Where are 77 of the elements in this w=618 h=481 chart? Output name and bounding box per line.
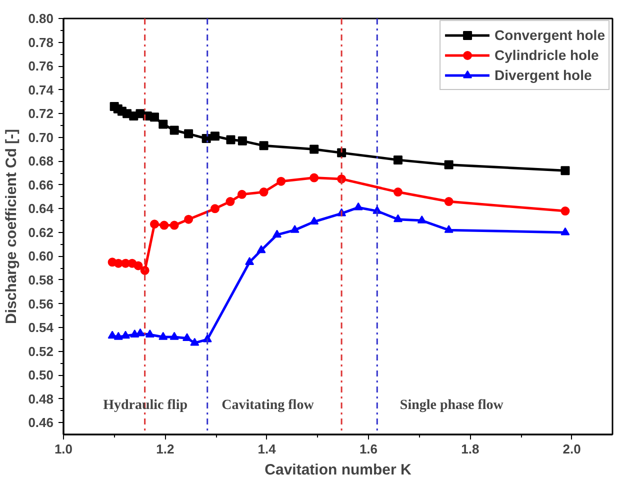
y-tick-label: 0.56 — [28, 296, 54, 312]
point — [182, 333, 192, 342]
point — [226, 135, 236, 144]
point — [237, 190, 246, 199]
annotation: Hydraulic flip — [103, 398, 188, 413]
point — [226, 197, 235, 206]
point — [134, 261, 143, 270]
point — [337, 148, 346, 158]
y-tick-label: 0.46 — [28, 415, 54, 430]
point — [160, 220, 169, 230]
annotation: Single phase flow — [400, 398, 504, 413]
point — [140, 266, 150, 275]
y-tick-label: 0.72 — [28, 106, 54, 122]
legend-label: Convergent hole — [494, 27, 605, 43]
x-tick-label: 1.8 — [461, 442, 480, 456]
y-tick-label: 0.80 — [28, 11, 54, 26]
point — [114, 332, 123, 340]
point — [170, 220, 179, 230]
point — [560, 206, 570, 216]
y-tick-label: 0.70 — [28, 130, 54, 145]
x-tick-label: 2.0 — [562, 442, 581, 456]
point — [393, 188, 402, 197]
point — [354, 202, 363, 210]
legend-label: Cylindricle hole — [494, 47, 599, 63]
y-tick-label: 0.68 — [28, 154, 54, 169]
y-tick-label: 0.62 — [28, 224, 54, 240]
x-tick-label: 1.4 — [258, 442, 277, 456]
x-tick-label: 1.2 — [156, 442, 174, 456]
point — [444, 224, 454, 233]
point — [393, 214, 402, 222]
y-tick-label: 0.60 — [28, 248, 54, 264]
point — [190, 338, 200, 346]
y-tick-label: 0.66 — [28, 177, 54, 192]
y-tick-label: 0.54 — [28, 320, 54, 336]
y-tick-label: 0.58 — [28, 272, 54, 288]
point — [238, 136, 247, 146]
point — [158, 120, 168, 129]
point — [184, 214, 194, 224]
point — [417, 215, 426, 224]
point — [210, 132, 220, 141]
point — [245, 257, 254, 265]
y-tick-label: 0.64 — [28, 201, 54, 216]
point — [121, 330, 130, 339]
point — [444, 197, 454, 206]
point — [145, 330, 154, 338]
point — [256, 245, 266, 254]
x-axis-title: Cavitation number K — [264, 462, 412, 478]
point — [560, 166, 570, 176]
point — [560, 227, 570, 236]
point — [150, 220, 159, 229]
x-tick-label: 1.6 — [359, 442, 378, 456]
point — [310, 216, 319, 225]
point — [150, 112, 159, 122]
point — [158, 332, 168, 340]
point — [259, 141, 268, 150]
point — [210, 204, 220, 214]
y-tick-label: 0.52 — [28, 344, 54, 359]
point — [393, 155, 402, 164]
y-tick-label: 0.78 — [28, 34, 54, 50]
legend-label: Divergent hole — [494, 67, 592, 83]
point — [184, 129, 194, 138]
point — [290, 224, 300, 233]
x-tick-label: 1.0 — [54, 442, 73, 456]
point — [170, 126, 179, 135]
point — [310, 144, 319, 154]
point — [259, 188, 268, 197]
point — [272, 230, 282, 238]
point — [444, 160, 454, 170]
point — [310, 173, 319, 182]
y-tick-label: 0.50 — [28, 368, 54, 383]
y-axis-title: Discharge coefficient Cd [-] — [3, 128, 20, 324]
y-tick-label: 0.74 — [28, 82, 54, 98]
annotation: Cavitating flow — [222, 398, 315, 413]
point — [170, 332, 179, 340]
y-tick-label: 0.76 — [28, 58, 54, 74]
point — [276, 176, 286, 186]
y-tick-label: 0.48 — [28, 391, 54, 406]
